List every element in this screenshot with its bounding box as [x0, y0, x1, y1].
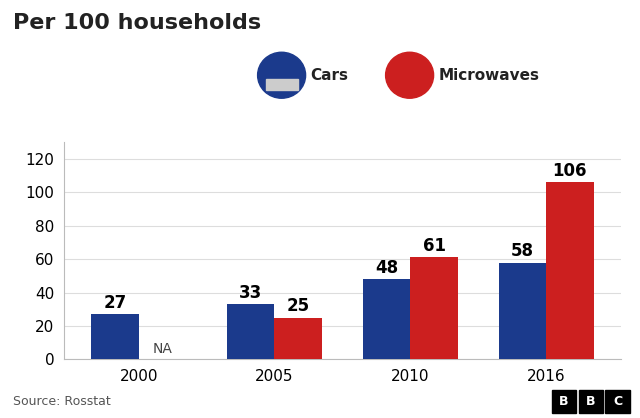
Text: 33: 33	[239, 284, 262, 302]
Bar	[410, 257, 458, 359]
Text: 106: 106	[552, 162, 587, 180]
Text: B: B	[586, 395, 595, 408]
Text: 48: 48	[375, 259, 398, 277]
Text: C: C	[613, 395, 622, 408]
Text: Per 100 households: Per 100 households	[13, 13, 261, 33]
Text: Microwaves: Microwaves	[438, 68, 540, 83]
Text: Cars: Cars	[310, 68, 348, 83]
Text: 25: 25	[287, 297, 310, 315]
Text: 27: 27	[103, 294, 127, 312]
Text: 58: 58	[511, 242, 534, 260]
Text: NA: NA	[152, 342, 172, 356]
Bar	[546, 182, 594, 359]
Text: B: B	[559, 395, 568, 408]
Text: Source: Rosstat: Source: Rosstat	[13, 395, 111, 408]
Bar	[91, 314, 139, 359]
Text: 61: 61	[422, 237, 445, 255]
Bar	[363, 279, 410, 359]
Bar	[227, 304, 275, 359]
Bar	[499, 263, 546, 359]
Bar	[275, 318, 322, 359]
